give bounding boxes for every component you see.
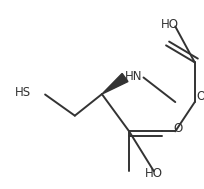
Text: HS: HS (14, 86, 30, 99)
Text: O: O (195, 90, 204, 103)
Text: HO: HO (160, 18, 178, 31)
Text: HO: HO (144, 167, 162, 180)
Text: HN: HN (124, 70, 142, 83)
Text: O: O (173, 122, 182, 135)
Polygon shape (101, 74, 127, 94)
